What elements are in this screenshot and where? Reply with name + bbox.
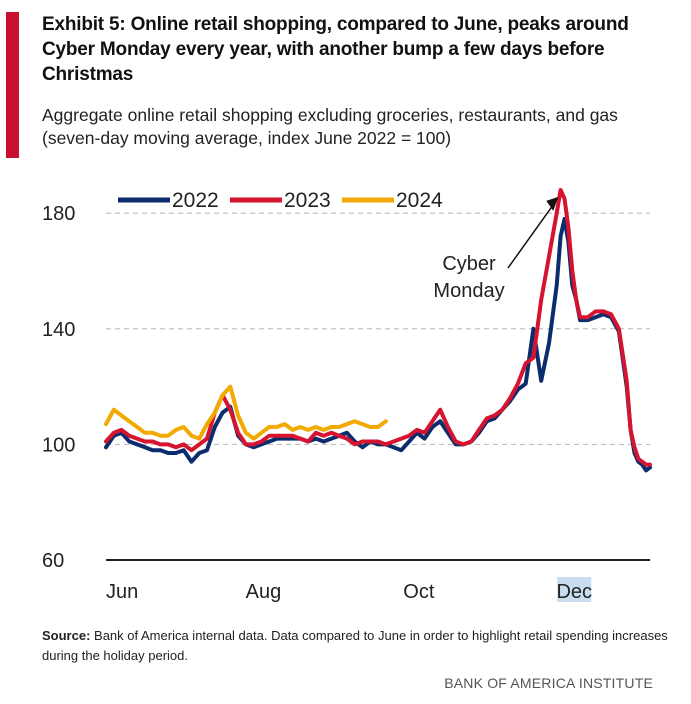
y-tick-label-140: 140 — [42, 319, 75, 341]
series-line-2024 — [104, 384, 388, 441]
legend-label-2022: 2022 — [172, 189, 219, 212]
y-tick-label-180: 180 — [42, 203, 75, 225]
x-axis-ticks: Jun Aug Oct Dec — [106, 577, 592, 603]
source-text: Bank of America internal data. Data comp… — [42, 628, 668, 663]
y-tick-label-60: 60 — [42, 550, 64, 572]
legend: 2022 2023 2024 — [118, 189, 443, 212]
x-tick-label-aug: Aug — [246, 581, 282, 603]
x-tick-label-jun: Jun — [106, 581, 138, 603]
source-label: Source: — [42, 628, 91, 643]
y-tick-label-100: 100 — [42, 434, 75, 456]
line-chart: 60 100 140 180 Jun Aug Oct Dec 2022 2023 2024 Cy… — [42, 188, 652, 603]
legend-label-2024: 2024 — [396, 189, 443, 212]
accent-bar — [6, 12, 19, 158]
legend-label-2023: 2023 — [284, 189, 331, 212]
y-axis-ticks: 60 100 140 180 — [42, 203, 75, 572]
grid-lines — [106, 212, 650, 561]
x-tick-highlight — [557, 577, 592, 602]
source-note: Source: Bank of America internal data. D… — [42, 626, 672, 666]
chart-title: Exhibit 5: Online retail shopping, compa… — [42, 14, 629, 85]
x-tick-label-dec: Dec — [556, 581, 592, 603]
annotation-arrow-head — [546, 196, 559, 211]
cyber-monday-annotation: Cyber Monday — [433, 196, 559, 302]
annotation-arrow-shaft — [507, 201, 556, 269]
annotation-text-line1: Cyber — [442, 253, 496, 275]
chart-subtitle: Aggregate online retail shopping excludi… — [42, 105, 618, 148]
series-lines — [104, 188, 652, 473]
x-tick-label-oct: Oct — [403, 581, 435, 603]
series-line-2023 — [104, 188, 652, 467]
brand-footer: BANK OF AMERICA INSTITUTE — [444, 675, 653, 691]
annotation-text-line2: Monday — [433, 280, 504, 302]
